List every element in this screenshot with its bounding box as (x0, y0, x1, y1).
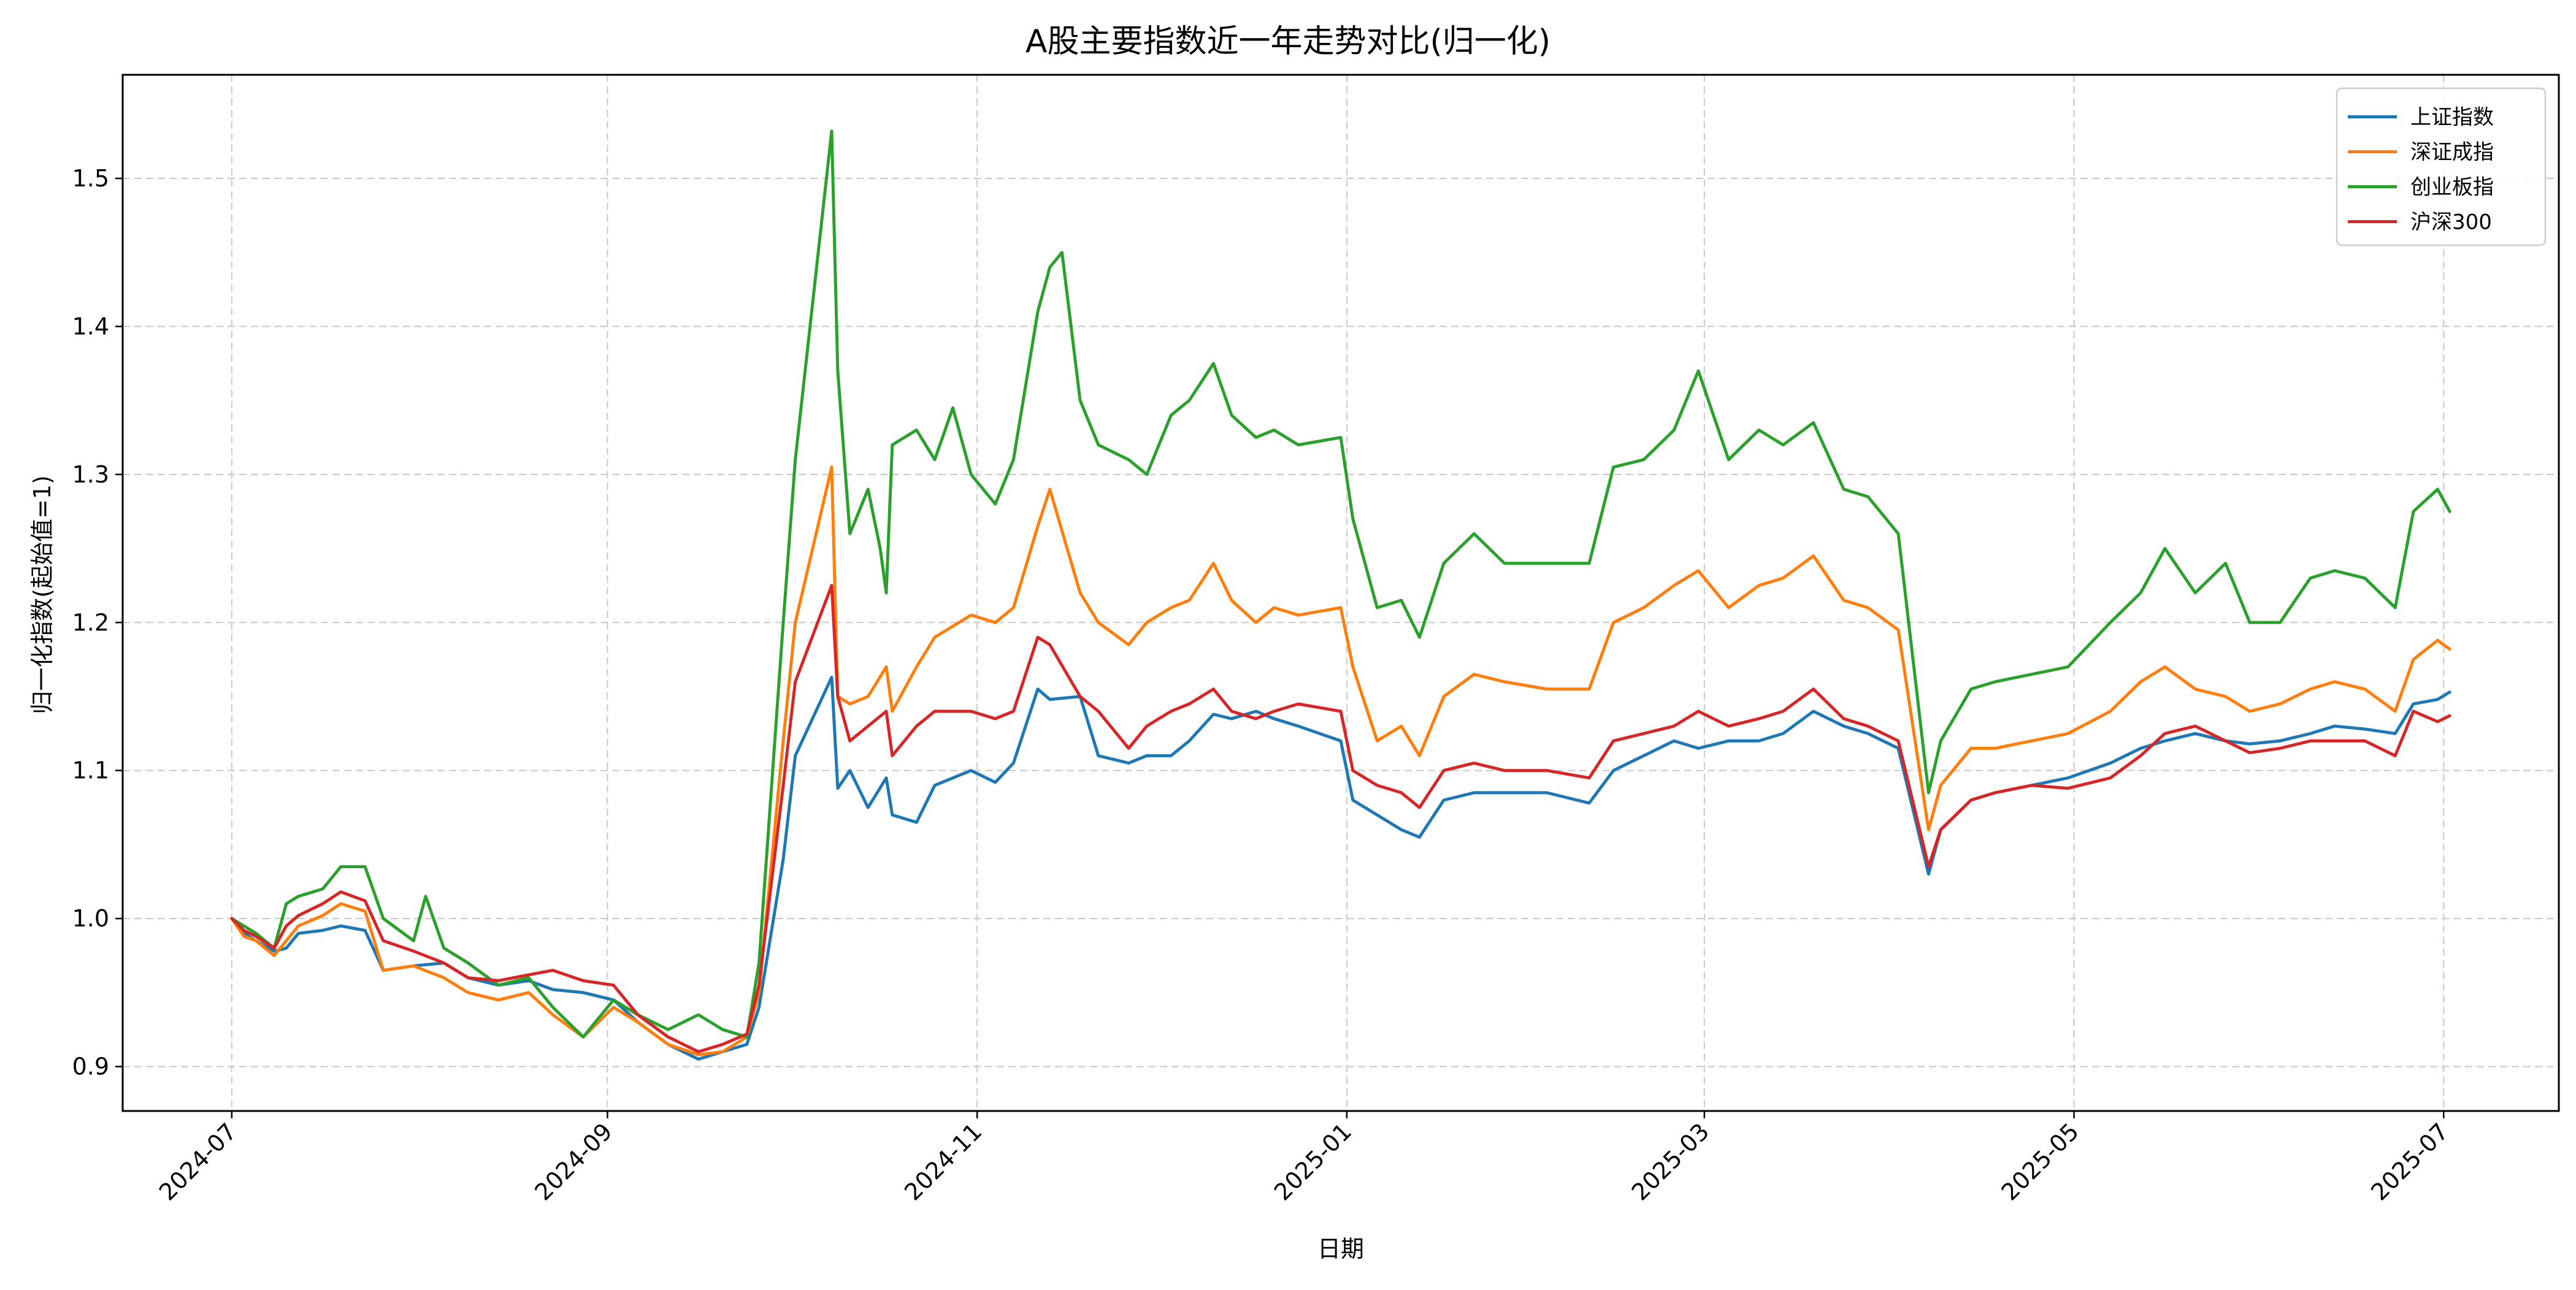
grid-lines (123, 75, 2559, 1111)
y-axis-ticks: 0.9 1.0 1.1 1.2 1.3 1.4 1.5 (72, 165, 123, 1080)
series-line-3 (230, 584, 2451, 1053)
legend-label: 沪深300 (2410, 210, 2492, 235)
series-line-2 (230, 129, 2451, 1039)
y-tick-label: 1.5 (72, 165, 109, 192)
chart-title: A股主要指数近一年走势对比(归一化) (1025, 23, 1551, 60)
legend-label: 创业板指 (2410, 175, 2494, 200)
y-tick-label: 1.3 (72, 461, 109, 488)
legend-box (2336, 87, 2547, 246)
y-tick-label: 1.2 (72, 609, 109, 636)
legend-label: 深证成指 (2410, 140, 2494, 165)
y-tick-label: 1.0 (72, 905, 109, 932)
series-line-1 (230, 465, 2451, 1056)
plot-frame (121, 74, 2560, 1112)
y-axis-label: 归一化指数(起始值=1) (29, 475, 56, 714)
legend-label: 上证指数 (2410, 105, 2494, 130)
y-tick-label: 1.1 (72, 757, 109, 784)
x-axis-label: 日期 (1317, 1235, 1364, 1262)
series-lines (230, 129, 2451, 1061)
y-tick-label: 1.4 (72, 313, 109, 340)
y-tick-label: 0.9 (72, 1053, 109, 1080)
